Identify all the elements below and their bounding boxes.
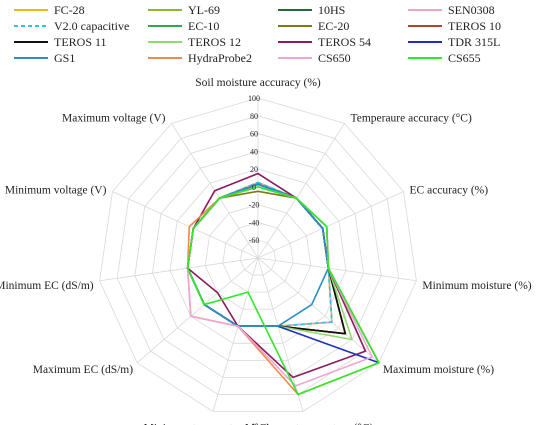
radar-series [186,172,380,396]
axis-label: Soil moisture accuracy (%) [195,77,321,89]
legend-item: 10HS [278,3,345,17]
legend-item: V2.0 capacitive [14,19,129,33]
grid-ring [152,150,364,361]
axis-label: Minimum EC (dS/m) [0,280,94,292]
radar-grid [99,97,417,412]
legend-label: SEN0308 [448,3,495,17]
grid-spoke [257,257,380,364]
grid-ring [116,115,400,395]
legend-label: TEROS 12 [188,35,241,49]
tick-label: -60 [249,236,260,245]
legend-item: CS655 [408,51,481,65]
legend-item: HydraProbe2 [148,51,252,65]
grid-spoke [112,191,259,259]
grid-spoke [99,257,259,282]
legend-label: 10HS [318,3,345,17]
legend-label: GS1 [54,51,75,65]
grid-spoke [136,257,259,364]
tick-label: -20 [249,201,260,210]
legend-item: TEROS 12 [148,35,241,49]
grid-spoke [257,257,417,282]
legend-label: EC-10 [188,19,219,33]
tick-label: 60 [250,130,258,139]
legend-item: FC-28 [14,3,85,17]
axis-label: Maximum moisture (%) [383,364,494,376]
grid-ring [222,222,294,293]
grid-ring [169,168,347,344]
tick-label: -40 [249,218,260,227]
legend-label: TEROS 11 [54,35,107,49]
tick-label: 40 [250,147,258,156]
legend: FC-28 YL-69 10HS SEN0308 V2.0 capacitive EC-1… [14,3,501,65]
axis-label: Temperaure accuracy (°C) [351,112,472,124]
grid-spoke [257,123,345,259]
grid-spoke [212,257,259,412]
axis-labels: Soil moisture accuracy (%) Temperaure acc… [0,77,532,425]
legend-label: EC-20 [318,19,349,33]
tick-label: 20 [250,165,258,174]
legend-item: GS1 [14,51,75,65]
legend-label: V2.0 capacitive [54,19,129,33]
legend-label: CS650 [318,51,351,65]
legend-label: FC-28 [54,3,85,17]
axis-label: Minimum moisture (%) [422,280,531,292]
legend-label: TEROS 10 [448,19,501,33]
grid-ring [204,204,312,310]
legend-label: CS655 [448,51,481,65]
legend-item: TEROS 54 [278,35,371,49]
legend-label: HydraProbe2 [188,51,252,65]
legend-item: CS650 [278,51,351,65]
grid-ring [134,133,382,378]
axis-label: Minimum temperature (°C) [144,423,271,425]
series-cs655 [186,186,380,396]
axis-label: Minimum voltage (V) [5,185,107,197]
legend-label: TDR 315L [448,35,500,49]
series-ec-20 [186,190,347,335]
legend-label: TEROS 54 [318,35,371,49]
axis-label: EC accuracy (%) [410,185,489,197]
radial-tick-labels: -60 -40 -20 0 20 40 60 80 100 [248,94,260,245]
legend-item: TEROS 10 [408,19,501,33]
grid-spoke [257,191,404,259]
tick-label: 80 [250,112,258,121]
legend-item: SEN0308 [408,3,495,17]
axis-label: Maximum EC (dS/m) [33,364,133,376]
legend-item: EC-10 [148,19,219,33]
grid-ring [99,97,417,412]
tick-label: 0 [252,183,256,192]
tick-label: 100 [248,94,260,103]
axis-label: Maximum voltage (V) [62,112,166,124]
legend-item: TDR 315L [408,35,500,49]
legend-item: EC-20 [278,19,349,33]
grid-ring [239,239,277,276]
legend-item: YL-69 [148,3,220,17]
legend-item: TEROS 11 [14,35,107,49]
legend-label: YL-69 [188,3,220,17]
axis-label: Maximum temperature (°C) [245,423,374,425]
